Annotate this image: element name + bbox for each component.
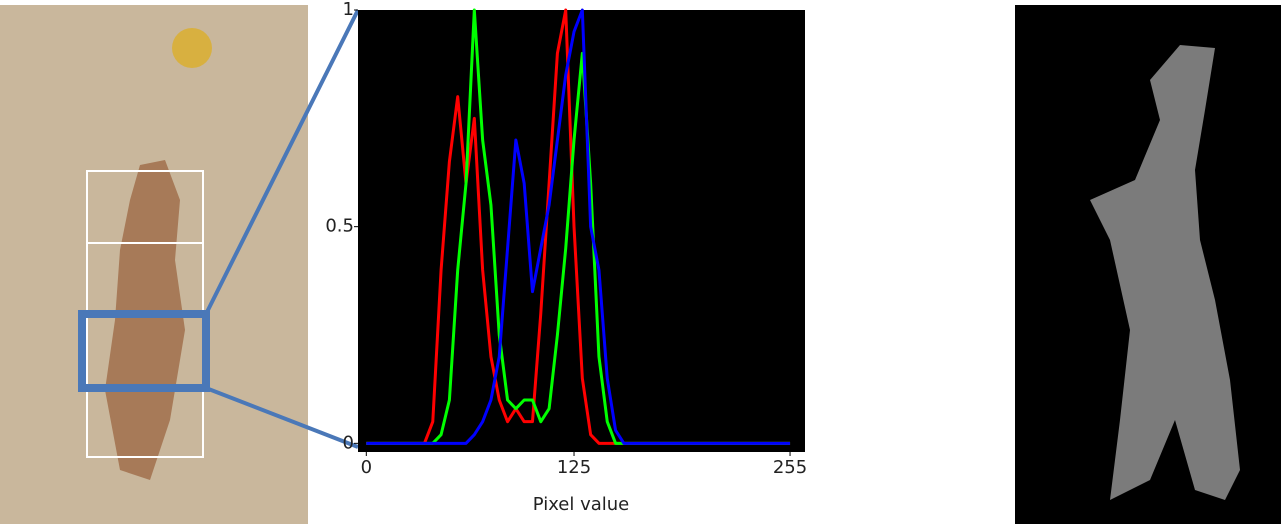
x-tick-label: 255 (773, 457, 807, 478)
y-tick-label: 0 (343, 432, 354, 453)
x-tick-label: 0 (361, 457, 372, 478)
silhouette (1090, 45, 1240, 500)
mask (1015, 5, 1281, 524)
ball (172, 28, 212, 68)
selected-box (78, 310, 210, 392)
photo (0, 5, 360, 524)
x-tick-label: 125 (557, 457, 591, 478)
connector (204, 9, 360, 315)
x-axis-label: Pixel value (533, 494, 630, 515)
y-tick-label: 0.5 (325, 216, 354, 237)
connector (205, 386, 359, 449)
y-tick-label: 1 (343, 0, 354, 20)
histogram: Pixel value 0 125 255 0 0.5 1 (325, 0, 807, 515)
player (105, 160, 185, 480)
series-line (366, 8, 791, 445)
